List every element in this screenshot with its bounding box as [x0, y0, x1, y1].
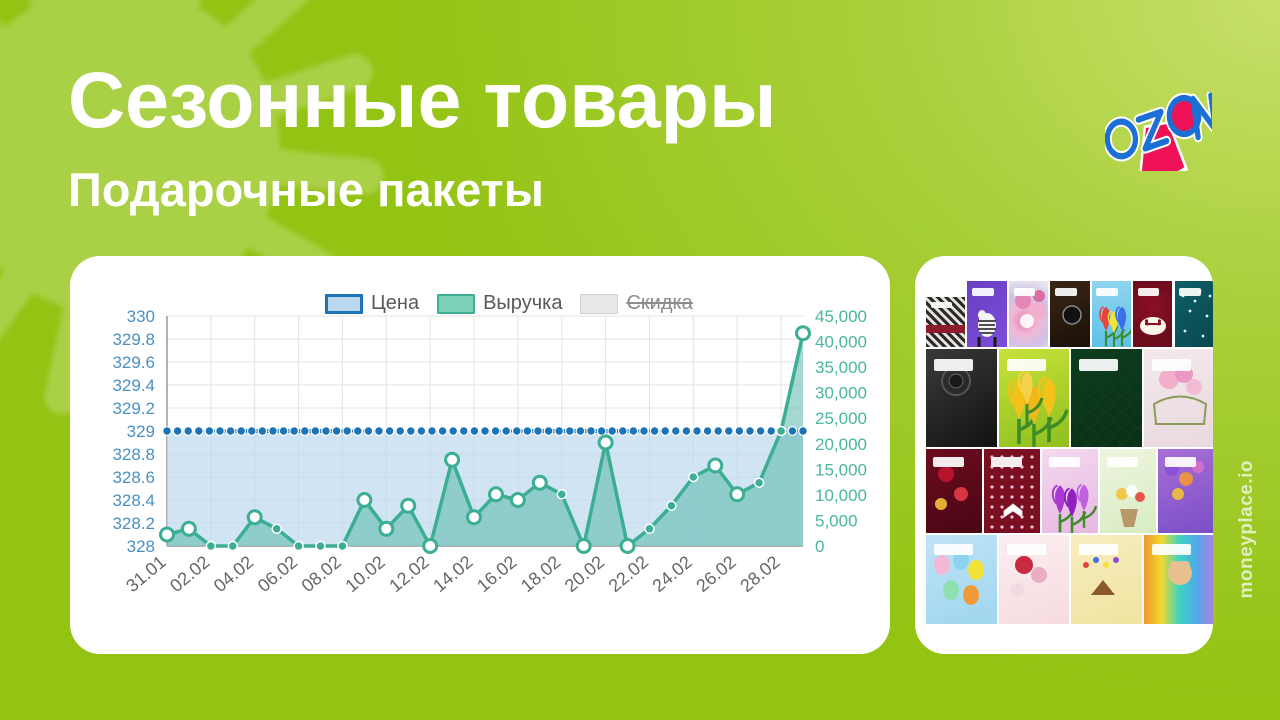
svg-text:06.02: 06.02 [254, 552, 301, 596]
svg-text:24.02: 24.02 [649, 552, 696, 596]
svg-text:10,000: 10,000 [815, 486, 867, 505]
svg-text:328.6: 328.6 [112, 468, 155, 487]
svg-text:25,000: 25,000 [815, 409, 867, 428]
svg-text:330: 330 [127, 307, 155, 326]
svg-text:12.02: 12.02 [385, 552, 432, 596]
svg-text:02.02: 02.02 [166, 552, 213, 596]
svg-text:28.02: 28.02 [736, 552, 783, 596]
svg-text:0: 0 [815, 537, 824, 556]
svg-text:31.01: 31.01 [122, 552, 169, 596]
svg-text:328.8: 328.8 [112, 445, 155, 464]
svg-text:329.2: 329.2 [112, 399, 155, 418]
svg-text:15,000: 15,000 [815, 460, 867, 479]
svg-text:45,000: 45,000 [815, 307, 867, 326]
svg-text:04.02: 04.02 [210, 552, 257, 596]
svg-text:329.4: 329.4 [112, 376, 155, 395]
svg-text:40,000: 40,000 [815, 333, 867, 352]
svg-text:20.02: 20.02 [561, 552, 608, 596]
svg-text:22.02: 22.02 [605, 552, 652, 596]
svg-text:328.2: 328.2 [112, 514, 155, 533]
svg-text:08.02: 08.02 [298, 552, 345, 596]
svg-text:329: 329 [127, 422, 155, 441]
svg-text:329.8: 329.8 [112, 330, 155, 349]
svg-text:16.02: 16.02 [473, 552, 520, 596]
svg-text:18.02: 18.02 [517, 552, 564, 596]
svg-text:35,000: 35,000 [815, 358, 867, 377]
svg-text:328: 328 [127, 537, 155, 556]
svg-text:10.02: 10.02 [342, 552, 389, 596]
svg-text:20,000: 20,000 [815, 435, 867, 454]
svg-text:26.02: 26.02 [692, 552, 739, 596]
svg-text:5,000: 5,000 [815, 511, 858, 530]
svg-text:30,000: 30,000 [815, 384, 867, 403]
svg-text:329.6: 329.6 [112, 353, 155, 372]
svg-text:14.02: 14.02 [429, 552, 476, 596]
svg-text:328.4: 328.4 [112, 491, 155, 510]
